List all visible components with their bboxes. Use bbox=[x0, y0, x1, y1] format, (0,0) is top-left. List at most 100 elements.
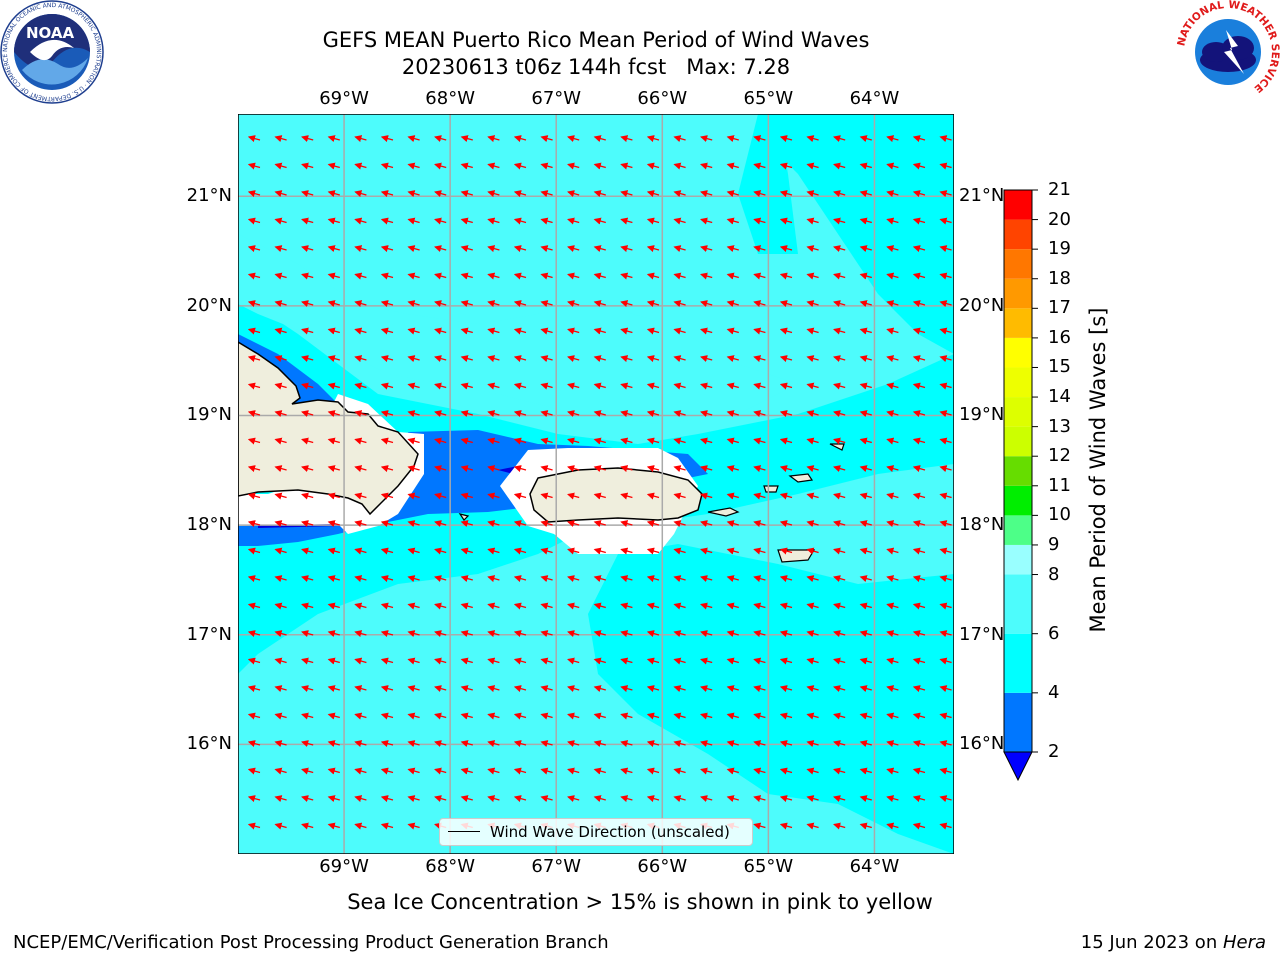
wind-wave-arrow bbox=[274, 245, 287, 253]
wind-wave-arrow bbox=[939, 575, 952, 583]
wind-wave-arrow bbox=[327, 767, 340, 775]
wind-wave-arrow bbox=[593, 630, 606, 638]
wind-wave-arrow bbox=[513, 382, 527, 390]
wind-wave-arrow bbox=[513, 465, 527, 473]
colorbar-segment bbox=[1004, 426, 1032, 457]
wind-wave-arrow bbox=[247, 465, 261, 473]
map-title: GEFS MEAN Puerto Rico Mean Period of Win… bbox=[322, 28, 870, 52]
wind-wave-arrow bbox=[354, 245, 367, 253]
wind-wave-arrow bbox=[939, 410, 952, 418]
wind-wave-arrow bbox=[593, 217, 606, 225]
wind-wave-arrow bbox=[380, 685, 394, 693]
wind-wave-arrow bbox=[327, 437, 340, 445]
wind-wave-arrow bbox=[460, 327, 473, 335]
wind-wave-arrow bbox=[646, 740, 660, 748]
wind-wave-arrow bbox=[540, 547, 553, 555]
wind-wave-arrow bbox=[886, 355, 899, 363]
wind-wave-arrow bbox=[939, 465, 952, 473]
wind-wave-arrow bbox=[354, 382, 367, 390]
wind-wave-arrow bbox=[939, 355, 952, 363]
wind-wave-arrow bbox=[380, 520, 394, 528]
noaa-logo-text: NOAA bbox=[26, 24, 75, 42]
wind-wave-arrow bbox=[301, 767, 314, 775]
wind-wave-arrow bbox=[354, 795, 367, 803]
wind-wave-arrow bbox=[646, 135, 660, 143]
wind-wave-arrow bbox=[274, 685, 287, 693]
wind-wave-arrow bbox=[567, 355, 580, 363]
wind-wave-arrow bbox=[540, 382, 553, 390]
wind-wave-arrow bbox=[593, 492, 606, 500]
wind-wave-arrow bbox=[460, 685, 473, 693]
wind-wave-arrow bbox=[646, 657, 660, 665]
longitude-tick-label: 69°W bbox=[319, 88, 369, 109]
wind-wave-arrow bbox=[247, 520, 261, 528]
wind-wave-arrow bbox=[726, 520, 739, 528]
wind-wave-arrow bbox=[833, 327, 846, 335]
wind-wave-arrow bbox=[833, 602, 846, 610]
wind-wave-arrow bbox=[859, 740, 872, 748]
wind-wave-arrow bbox=[540, 272, 553, 280]
wind-wave-arrow bbox=[593, 382, 606, 390]
wind-wave-arrow bbox=[513, 135, 527, 143]
wind-wave-arrow bbox=[779, 465, 793, 473]
wind-wave-arrow bbox=[753, 217, 766, 225]
wind-wave-arrow bbox=[726, 685, 739, 693]
wind-wave-arrow bbox=[593, 465, 606, 473]
wind-wave-arrow bbox=[779, 217, 793, 225]
wind-wave-arrow bbox=[434, 190, 447, 198]
wind-wave-arrow bbox=[886, 492, 899, 500]
wind-wave-arrow bbox=[434, 465, 447, 473]
wind-wave-arrow bbox=[513, 602, 527, 610]
wind-wave-arrow bbox=[700, 272, 713, 280]
wind-wave-arrow bbox=[620, 767, 633, 775]
max-value: Max: 7.28 bbox=[686, 55, 791, 79]
wind-wave-arrow bbox=[380, 272, 394, 280]
wind-wave-arrow bbox=[274, 410, 287, 418]
wind-wave-arrow bbox=[753, 630, 766, 638]
wind-wave-arrow bbox=[567, 657, 580, 665]
wind-wave-arrow bbox=[939, 740, 952, 748]
colorbar-segment bbox=[1004, 397, 1032, 427]
wind-wave-arrow bbox=[274, 437, 287, 445]
wind-wave-arrow bbox=[567, 327, 580, 335]
wind-wave-arrow bbox=[513, 162, 527, 170]
wind-wave-arrow bbox=[407, 547, 420, 555]
wind-wave-arrow bbox=[726, 300, 739, 308]
wind-wave-arrow bbox=[912, 162, 926, 170]
wind-wave-arrow bbox=[806, 135, 819, 143]
wind-wave-arrow bbox=[806, 712, 819, 720]
wind-wave-arrow bbox=[593, 410, 606, 418]
wind-wave-arrow bbox=[301, 547, 314, 555]
wind-wave-arrow bbox=[779, 300, 793, 308]
wind-wave-arrow bbox=[434, 575, 447, 583]
wind-wave-arrow bbox=[247, 355, 261, 363]
wind-wave-arrow bbox=[487, 217, 500, 225]
wind-wave-arrow bbox=[567, 410, 580, 418]
wind-wave-arrow bbox=[327, 685, 340, 693]
wind-wave-arrow bbox=[806, 190, 819, 198]
wind-wave-arrow bbox=[540, 740, 553, 748]
wind-wave-arrow bbox=[567, 217, 580, 225]
wind-wave-arrow bbox=[274, 492, 287, 500]
wind-wave-arrow bbox=[434, 217, 447, 225]
colorbar-title: Mean Period of Wind Waves [s] bbox=[1086, 307, 1110, 633]
wind-wave-arrow bbox=[646, 465, 660, 473]
wind-wave-arrow bbox=[646, 630, 660, 638]
wind-wave-arrow bbox=[620, 520, 633, 528]
wind-wave-arrow bbox=[886, 795, 899, 803]
wind-wave-arrow bbox=[301, 382, 314, 390]
forecast-run: 20230613 t06z 144h fcst bbox=[401, 55, 667, 79]
wind-wave-arrow bbox=[673, 795, 686, 803]
wind-wave-arrow bbox=[886, 135, 899, 143]
wind-wave-arrow bbox=[646, 190, 660, 198]
wind-wave-arrow bbox=[646, 410, 660, 418]
wind-wave-arrow bbox=[407, 492, 420, 500]
wind-wave-arrow bbox=[247, 767, 261, 775]
wind-wave-arrow bbox=[833, 272, 846, 280]
colorbar-tick-label: 17 bbox=[1048, 297, 1071, 319]
wind-wave-arrow bbox=[407, 300, 420, 308]
wind-wave-arrow bbox=[779, 822, 793, 830]
wind-wave-arrow bbox=[487, 575, 500, 583]
wind-wave-arrow bbox=[354, 437, 367, 445]
longitude-tick-label: 68°W bbox=[425, 856, 475, 877]
